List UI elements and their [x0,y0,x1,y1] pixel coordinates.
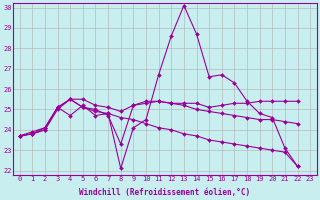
X-axis label: Windchill (Refroidissement éolien,°C): Windchill (Refroidissement éolien,°C) [79,188,251,197]
